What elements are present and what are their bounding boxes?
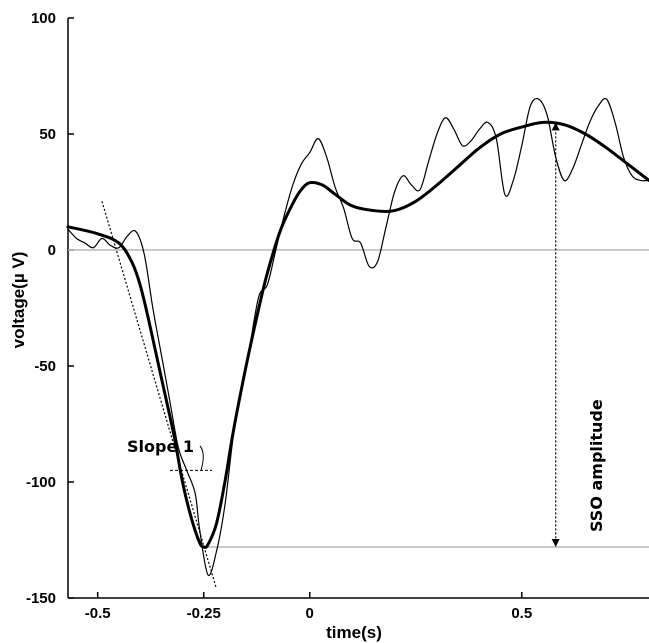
x-tick-label: 0 [306, 605, 314, 622]
axes [67, 17, 649, 599]
slope-label: Slope 1 [127, 437, 194, 456]
y-tick-label: -50 [34, 358, 56, 375]
annotations [101, 122, 560, 589]
y-axis-title: voltage(µ V) [9, 252, 28, 349]
sso-arrowhead-bottom [551, 538, 560, 547]
slope-tangent-line [101, 201, 218, 589]
y-tick-label: 100 [31, 10, 56, 27]
x-axis-title: time(s) [326, 623, 382, 642]
sso-amplitude-label: SSO amplitude [587, 399, 606, 532]
smoothed-series-line [66, 120, 649, 549]
sso-arrowhead-top [551, 122, 560, 131]
reference-lines [68, 249, 649, 548]
y-tick-label: -100 [26, 474, 56, 491]
x-tick-label: 0.5 [511, 605, 532, 622]
y-tick-label: -150 [26, 590, 56, 607]
x-tick-label: -0.25 [187, 605, 221, 622]
series-layer [66, 97, 649, 576]
slope-angle-arc [199, 445, 204, 471]
y-tick-label: 50 [39, 126, 56, 143]
raw-series-line [67, 97, 649, 576]
x-tick-label: -0.5 [85, 605, 111, 622]
y-tick-label: 0 [48, 242, 56, 259]
tick-labels: -150 -100 -50 0 50 100 -0.5 -0.25 0 0.5 [26, 10, 532, 622]
